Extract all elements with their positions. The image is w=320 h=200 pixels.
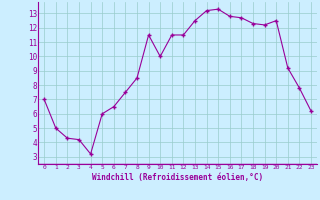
X-axis label: Windchill (Refroidissement éolien,°C): Windchill (Refroidissement éolien,°C) xyxy=(92,173,263,182)
